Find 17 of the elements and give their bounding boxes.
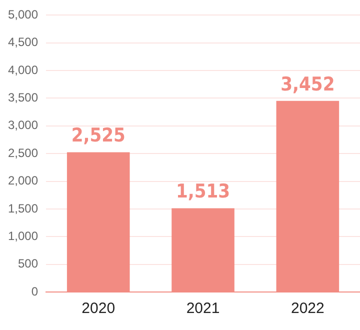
y-tick-label: 2,000: [8, 174, 38, 188]
y-tick-label: 1,000: [8, 228, 38, 243]
y-tick-label: 1,500: [8, 201, 38, 216]
x-tick-label: 2022: [290, 300, 324, 318]
x-tick-label: 2021: [186, 300, 220, 318]
y-tick-label: 3,500: [8, 90, 38, 105]
y-tick-label: 3,000: [8, 118, 38, 132]
data-label: 2,525: [71, 124, 126, 147]
data-label: 3,452: [280, 73, 335, 96]
x-tick-label: 2020: [82, 300, 116, 318]
y-tick-label: 4,000: [8, 62, 38, 77]
y-tick-label: 0: [31, 284, 38, 298]
y-tick-label: 500: [18, 256, 38, 271]
y-tick-label: 4,500: [8, 35, 38, 50]
y-tick-label: 5,000: [8, 8, 38, 22]
y-tick-label: 2,500: [8, 146, 38, 160]
data-label: 1,513: [176, 180, 230, 203]
